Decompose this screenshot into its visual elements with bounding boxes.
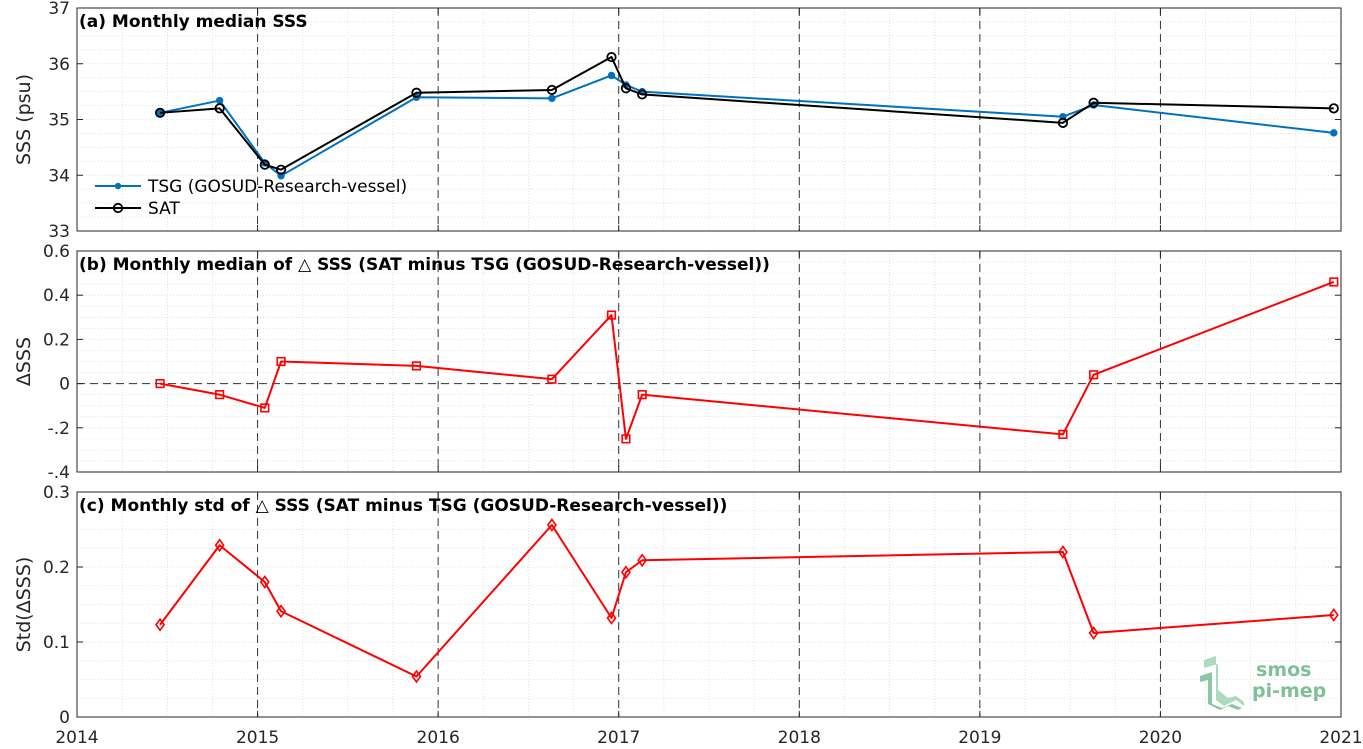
marker-circle (411, 87, 422, 98)
series-line-2-0 (159, 524, 1334, 678)
marker-square (276, 356, 286, 367)
marker-circle (154, 107, 166, 118)
legend-marker-circle (112, 202, 124, 214)
marker-square (637, 390, 647, 400)
y-tick-label: 33 (48, 222, 70, 242)
smos-pimep-logo: smos pi-mep (1200, 656, 1326, 710)
legend-label: TSG (GOSUD-Research-vessel) (147, 177, 407, 197)
y-tick-label: 0.1 (43, 633, 70, 653)
panel-title: (c) Monthly std of △ SSS (SAT minus TSG … (79, 496, 727, 516)
y-tick-label: 36 (48, 55, 70, 75)
y-tick-label: 0 (59, 708, 70, 728)
logo-text-pimep: pi-mep (1252, 680, 1326, 702)
y-tick-label: 0.3 (43, 483, 70, 503)
marker-diamond (1057, 545, 1068, 559)
legend-label: SAT (148, 199, 180, 219)
marker-square (411, 361, 422, 371)
y-tick-label: 0.6 (43, 242, 70, 262)
axes-box (76, 250, 1342, 473)
marker-diamond (606, 611, 617, 625)
marker-circle (620, 83, 632, 94)
y-tick-label: 0.2 (43, 558, 70, 578)
marker-circle (275, 164, 287, 175)
y-tick-label: 0 (59, 375, 70, 395)
marker-circle (1057, 117, 1069, 128)
y-tick-label: -.4 (48, 463, 70, 483)
panel-title: (a) Monthly median SSS (79, 12, 308, 32)
marker-circle (606, 51, 617, 63)
marker-diamond (1088, 626, 1099, 640)
marker-square (1089, 370, 1099, 380)
series-line-1-0 (159, 281, 1335, 440)
marker-square (155, 378, 165, 389)
marker-diamond (546, 518, 557, 532)
marker-dot (607, 71, 616, 80)
marker-diamond (259, 575, 270, 589)
marker-square (1058, 429, 1068, 440)
y-tick-label: 0.2 (43, 330, 70, 350)
series-line-0-1 (159, 56, 1334, 171)
marker-circle (214, 103, 225, 114)
y-tick-label: 0.4 (43, 286, 70, 306)
x-tick-label: 2016 (417, 728, 460, 745)
marker-square (547, 374, 557, 384)
y-tick-label: 37 (48, 0, 70, 19)
marker-diamond (637, 553, 648, 568)
marker-dot (1330, 129, 1338, 137)
marker-circle (546, 84, 558, 96)
y-tick-label: 35 (48, 111, 70, 131)
x-tick-label: 2015 (236, 728, 279, 745)
marker-square (1329, 277, 1339, 287)
y-tick-label: -.2 (48, 419, 70, 439)
x-tick-label: 2018 (778, 728, 821, 745)
marker-square (215, 390, 225, 400)
y-axis-label: ΔSSS (13, 337, 35, 386)
marker-diamond (155, 617, 166, 632)
x-tick-label: 2017 (597, 728, 640, 745)
marker-circle (1328, 103, 1339, 114)
marker-dot (548, 94, 556, 103)
x-tick-label: 2021 (1319, 728, 1362, 745)
marker-diamond (214, 538, 225, 553)
y-axis-label: Std(ΔSSS) (13, 557, 35, 653)
marker-diamond (1328, 608, 1339, 622)
panel-title: (b) Monthly median of △ SSS (SAT minus T… (79, 255, 770, 275)
x-tick-label: 2019 (958, 728, 1001, 745)
series-line-0-0 (159, 74, 1334, 177)
x-tick-label: 2020 (1139, 728, 1182, 745)
axes-box (76, 491, 1342, 718)
marker-square (606, 310, 617, 320)
marker-diamond (276, 604, 287, 619)
marker-dot (215, 96, 224, 105)
marker-circle (259, 159, 270, 170)
marker-diamond (411, 669, 422, 684)
marker-circle (637, 89, 648, 100)
marker-square (260, 403, 270, 413)
logo-text-smos: smos (1256, 659, 1311, 681)
y-axis-label: SSS (psu) (13, 74, 35, 165)
marker-diamond (620, 565, 631, 580)
marker-square (621, 434, 631, 444)
y-tick-label: 34 (48, 166, 70, 186)
marker-circle (1088, 97, 1099, 108)
legend-marker-dot (114, 182, 122, 190)
x-tick-label: 2014 (55, 728, 98, 745)
